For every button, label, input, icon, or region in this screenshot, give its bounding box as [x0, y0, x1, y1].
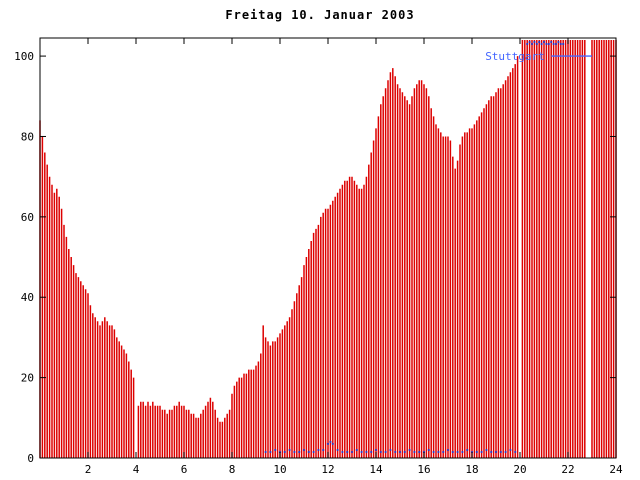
x-tick-label: 18: [465, 463, 478, 476]
data-point: [317, 448, 320, 452]
data-point: [490, 450, 493, 454]
data-point: [554, 42, 558, 46]
data-point: [509, 448, 512, 452]
data-point: [432, 450, 435, 454]
y-tick-label: 80: [21, 130, 34, 143]
x-tick-label: 2: [85, 463, 92, 476]
y-tick-label: 0: [27, 452, 34, 465]
data-point: [418, 450, 421, 454]
data-point: [331, 442, 334, 445]
data-point: [326, 442, 330, 445]
x-tick-label: 10: [273, 463, 286, 476]
data-point: [408, 448, 411, 452]
data-point: [446, 448, 450, 452]
data-point: [264, 450, 267, 454]
x-tick-label: 4: [133, 463, 140, 476]
data-point: [456, 450, 459, 454]
data-point: [542, 40, 546, 44]
data-point: [322, 448, 325, 452]
data-point: [274, 448, 277, 452]
data-point: [557, 40, 560, 44]
data-point: [298, 450, 301, 454]
x-tick-label: 16: [417, 463, 430, 476]
y-tick-label: 60: [21, 211, 34, 224]
data-point: [475, 450, 478, 454]
data-point: [552, 42, 555, 46]
x-tick-label: 20: [513, 463, 526, 476]
data-point: [312, 450, 315, 454]
data-point: [346, 450, 349, 454]
data-point: [480, 450, 483, 454]
data-point: [504, 450, 507, 454]
data-point: [535, 42, 538, 46]
data-point: [283, 450, 286, 454]
data-point: [379, 450, 382, 454]
data-point: [461, 450, 464, 454]
blue-points-series: [264, 40, 565, 454]
data-point: [437, 450, 440, 454]
data-point: [384, 450, 387, 454]
data-point: [514, 450, 517, 454]
data-point: [545, 42, 548, 46]
data-point: [302, 448, 306, 452]
data-point: [307, 450, 310, 454]
data-point: [293, 450, 296, 454]
legend-label: Stuttgart: [485, 50, 545, 63]
data-point: [329, 440, 332, 443]
y-tick-label: 100: [14, 50, 34, 63]
data-point: [550, 40, 553, 44]
data-point: [562, 42, 565, 46]
y-tick-label: 40: [21, 291, 34, 304]
x-tick-label: 8: [229, 463, 236, 476]
data-point: [530, 42, 534, 46]
data-point: [288, 448, 291, 452]
x-tick-label: 24: [609, 463, 623, 476]
data-point: [370, 450, 373, 454]
data-point: [451, 450, 454, 454]
data-point: [538, 40, 541, 44]
data-point: [499, 450, 502, 454]
data-point: [355, 448, 358, 452]
data-point: [533, 40, 536, 44]
x-tick-label: 22: [561, 463, 574, 476]
data-point: [269, 450, 272, 454]
x-tick-label: 14: [369, 463, 383, 476]
y-tick-label: 20: [21, 372, 34, 385]
data-point: [394, 450, 397, 454]
data-point: [403, 450, 406, 454]
chart-title: Freitag 10. Januar 2003: [225, 8, 415, 22]
data-point: [540, 42, 543, 46]
data-point: [350, 450, 354, 454]
data-point: [374, 448, 378, 452]
data-point: [485, 448, 488, 452]
data-point: [336, 448, 339, 452]
data-point: [442, 450, 445, 454]
x-tick-label: 6: [181, 463, 188, 476]
x-tick-label: 12: [321, 463, 334, 476]
data-point: [341, 450, 344, 454]
data-point: [526, 42, 529, 46]
data-point: [398, 450, 402, 454]
data-point: [389, 448, 392, 452]
data-point: [427, 448, 430, 452]
red-impulse-bars: [39, 40, 617, 458]
data-point: [494, 450, 498, 454]
data-point: [547, 42, 550, 46]
data-point: [528, 40, 531, 44]
data-point: [466, 448, 469, 452]
data-point: [413, 450, 416, 454]
data-point: [559, 42, 562, 46]
data-point: [365, 450, 368, 454]
data-point: [360, 450, 363, 454]
